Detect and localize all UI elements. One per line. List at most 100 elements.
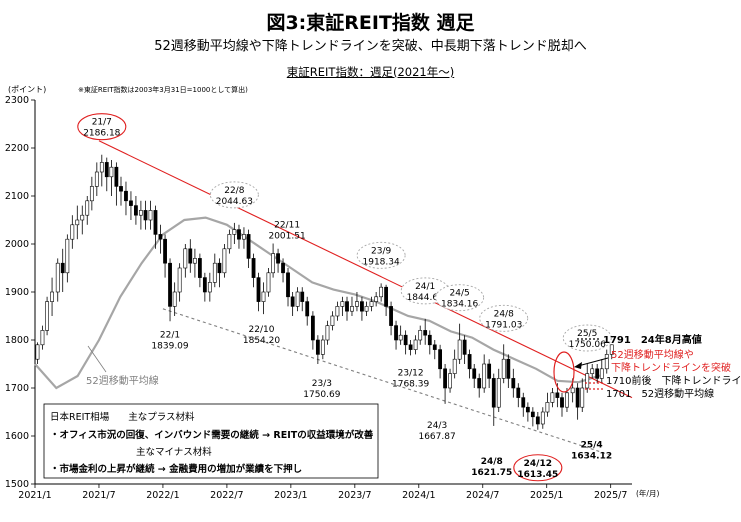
candle-body — [398, 334, 403, 341]
candle-body — [389, 306, 393, 326]
y-tick-label: 1500 — [5, 479, 29, 490]
candle-body — [560, 397, 564, 408]
candle-body — [40, 330, 45, 346]
candle-body — [535, 416, 540, 425]
y-tick-label: 2000 — [5, 239, 29, 250]
candle-body — [443, 368, 447, 389]
candle-body — [595, 368, 600, 379]
candle-body — [585, 373, 590, 389]
candle-body — [276, 253, 280, 264]
extreme-value-label: 1791.03 — [485, 320, 522, 330]
candle-body — [89, 186, 94, 202]
ma-label-leader — [87, 345, 107, 373]
candle-body — [300, 291, 305, 302]
candle-body — [124, 190, 128, 202]
extreme-date-label: 25/5 — [577, 329, 597, 339]
candle-body — [80, 214, 85, 221]
candle-body — [511, 378, 516, 389]
annotation-breakout-1: 52週移動平均線や — [611, 348, 694, 361]
candle-body — [345, 301, 349, 312]
candle-body — [427, 334, 432, 346]
extreme-value-label: 1918.34 — [363, 257, 400, 267]
extreme-date-label: 22/11 — [274, 221, 300, 231]
extreme-date-label: 23/9 — [371, 246, 391, 256]
extreme-oval — [435, 284, 485, 312]
candle-body — [232, 229, 237, 235]
candle-body — [609, 344, 614, 355]
candle-body — [530, 411, 535, 418]
x-tick-label: 2022/7 — [210, 490, 243, 501]
extreme-value-label: 2001.51 — [268, 232, 305, 242]
candle-body — [516, 387, 521, 398]
candle-body — [163, 238, 167, 264]
extreme-value-label: 1834.16 — [441, 300, 478, 310]
candle-body — [310, 315, 315, 341]
candle-body — [418, 330, 423, 341]
candle-body — [501, 358, 506, 379]
extreme-oval — [479, 304, 529, 332]
candle-body — [286, 272, 290, 298]
candle-body — [565, 392, 569, 408]
extreme-oval — [513, 454, 563, 482]
candle-body — [482, 363, 487, 389]
candle-body — [217, 262, 222, 274]
page-subtitle: 52週移動平均線や下降トレンドラインを突破、中長期下落トレンド脱却へ — [154, 39, 587, 54]
extreme-value-label: 2044.63 — [216, 197, 253, 207]
candle-body — [330, 315, 335, 326]
candle-body — [477, 378, 482, 389]
candle-body — [45, 301, 49, 331]
candle-body — [60, 262, 65, 274]
extreme-value-label: 1844.61 — [407, 293, 444, 303]
annotation-trendline: 1710前後 下降トレンドライン — [606, 374, 741, 387]
candle-body — [188, 248, 193, 264]
candle-body — [148, 210, 153, 221]
candle-body — [256, 277, 261, 302]
extreme-oval — [77, 113, 127, 141]
textbox-line-3: 主なマイナス材料 — [136, 446, 212, 458]
downward-trendline — [98, 140, 633, 399]
textbox-line-2: ・オフィス市況の回復、インバウンド需要の継続 → REITの収益環境が改善 — [50, 429, 374, 441]
candle-body — [237, 229, 241, 240]
candle-body — [266, 272, 271, 293]
extreme-oval — [209, 181, 259, 209]
candle-body — [222, 248, 227, 274]
candle-body — [143, 210, 148, 221]
candle-body — [158, 234, 163, 240]
candle-body — [604, 354, 609, 370]
candle-body — [364, 306, 369, 312]
candle-body — [94, 171, 99, 187]
candle-body — [423, 330, 428, 336]
candle-body — [575, 387, 580, 408]
candle-body — [305, 301, 310, 317]
candle-body — [506, 358, 511, 379]
candle-body — [109, 166, 114, 178]
candle-body — [114, 166, 119, 187]
extreme-oval — [562, 324, 612, 352]
textbox-line-4: ・市場金利の上昇が継続 → 金融費用の増加が業績を下押し — [50, 463, 302, 475]
candle-body — [457, 339, 462, 360]
candle-body — [261, 291, 266, 302]
chart-title: 東証REIT指数：週足(2021年〜) — [286, 65, 455, 79]
candle-body — [403, 334, 408, 346]
extreme-date-label: 25/4 — [581, 441, 603, 451]
x-tick-label: 2023/7 — [338, 490, 371, 501]
y-tick-label: 1600 — [5, 431, 29, 442]
candle-body — [580, 387, 585, 408]
extreme-date-label: 23/12 — [398, 368, 424, 378]
extreme-value-label: 1621.75 — [471, 468, 512, 478]
x-tick-label: 2021/1 — [18, 490, 51, 501]
candle-body — [570, 387, 575, 394]
candle-body — [545, 402, 550, 413]
candle-body — [183, 248, 188, 269]
candle-body — [75, 219, 80, 226]
candle-body — [202, 277, 207, 293]
extreme-date-label: 21/7 — [92, 118, 112, 128]
extreme-date-label: 22/8 — [224, 186, 244, 196]
candle-body — [70, 224, 75, 240]
candle-body — [55, 262, 60, 293]
candle-body — [340, 301, 345, 307]
candle-body — [555, 392, 560, 398]
candle-body — [212, 262, 217, 283]
candle-body — [379, 286, 384, 298]
